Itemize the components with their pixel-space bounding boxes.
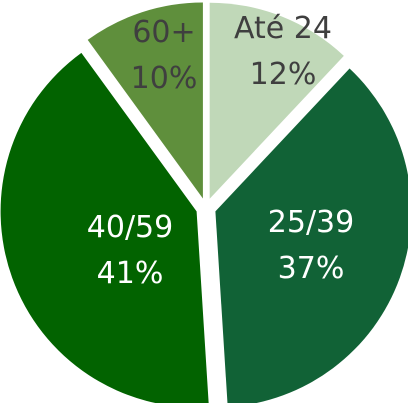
slice-label-25-39: 25/39 37% bbox=[268, 205, 354, 286]
slice-label-60: 60+ 10% bbox=[131, 15, 198, 96]
slice-category-60: 60+ bbox=[132, 15, 195, 50]
pie-slice-40-59 bbox=[0, 52, 209, 403]
slice-percent-at-24: 12% bbox=[250, 57, 317, 92]
slice-percent-25-39: 37% bbox=[278, 251, 345, 286]
slice-category-25-39: 25/39 bbox=[268, 205, 354, 240]
pie-slice-at-24 bbox=[209, 2, 344, 199]
slice-label-at-24: Até 24 12% bbox=[234, 11, 332, 92]
slice-category-at-24: Até 24 bbox=[234, 11, 332, 46]
slice-percent-60: 10% bbox=[131, 61, 198, 96]
slice-category-40-59: 40/59 bbox=[87, 210, 173, 245]
slice-percent-40-59: 41% bbox=[97, 256, 164, 291]
pie-slice-60 bbox=[87, 2, 203, 199]
slice-label-40-59: 40/59 41% bbox=[87, 210, 173, 291]
pie-slice-25-39 bbox=[215, 68, 408, 403]
